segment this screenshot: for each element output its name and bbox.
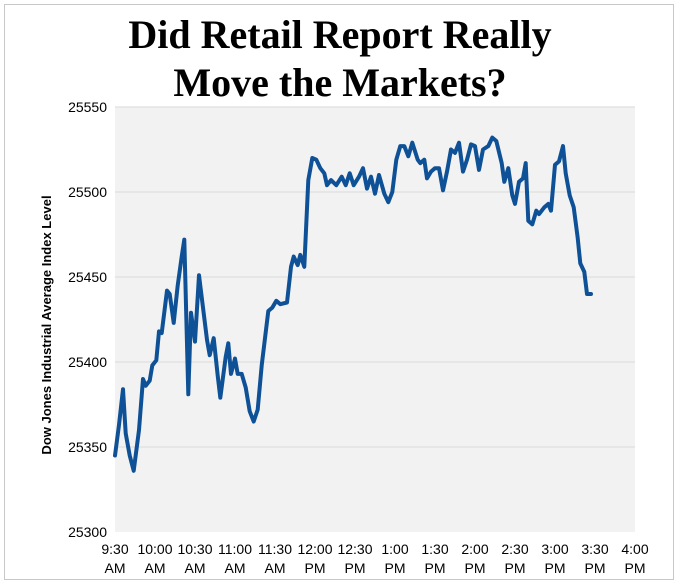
x-tick-ampm: AM [265,560,286,576]
x-tick-ampm: AM [105,560,126,576]
x-tick-label: 1:00 [381,541,408,557]
chart-title-line-1: Did Retail Report Really [128,12,552,57]
y-tick-label: 25400 [68,354,107,370]
x-tick-ampm: PM [545,560,566,576]
x-tick-label: 12:00 [297,541,332,557]
x-tick-label: 10:30 [177,541,212,557]
plot-area [115,107,635,532]
x-tick-label: 3:30 [581,541,608,557]
x-tick-label: 11:30 [258,541,292,557]
x-tick-ampm: PM [385,560,406,576]
x-tick-label: 4:00 [621,541,648,557]
x-tick-label: 1:30 [421,541,448,557]
x-tick-ampm: AM [185,560,206,576]
x-tick-ampm: AM [225,560,246,576]
x-tick-label: 12:30 [337,541,372,557]
x-tick-label: 9:30 [101,541,128,557]
x-tick-ampm: AM [145,560,166,576]
y-tick-label: 25500 [68,184,107,200]
x-tick-ampm: PM [345,560,366,576]
x-tick-ampm: PM [305,560,326,576]
x-tick-ampm: PM [625,560,646,576]
x-tick-label: 3:00 [541,541,568,557]
x-tick-label: 2:30 [501,541,528,557]
x-tick-ampm: PM [505,560,526,576]
y-axis-label: Dow Jones Industrial Average Index Level [39,195,54,454]
x-tick-label: 2:00 [461,541,488,557]
x-tick-ampm: PM [585,560,606,576]
x-tick-label: 11:00 [218,541,252,557]
x-axis-ticks: 9:30 AM 10:00 AM 10:30 AM 11:00 AM 11:30 AM 12:00 P… [101,541,648,576]
x-tick-ampm: PM [465,560,486,576]
y-tick-label: 25550 [68,99,107,115]
chart-title-line-2: Move the Markets? [173,60,507,105]
y-axis-ticks: 25300 25350 25400 25450 25500 25550 [68,99,107,540]
x-tick-ampm: PM [425,560,446,576]
series-line [113,135,593,473]
y-tick-label: 25350 [68,439,107,455]
x-tick-label: 10:00 [137,541,172,557]
y-tick-label: 25300 [68,524,107,540]
gridlines [115,106,635,448]
series-group [113,135,593,473]
y-tick-label: 25450 [68,269,107,285]
